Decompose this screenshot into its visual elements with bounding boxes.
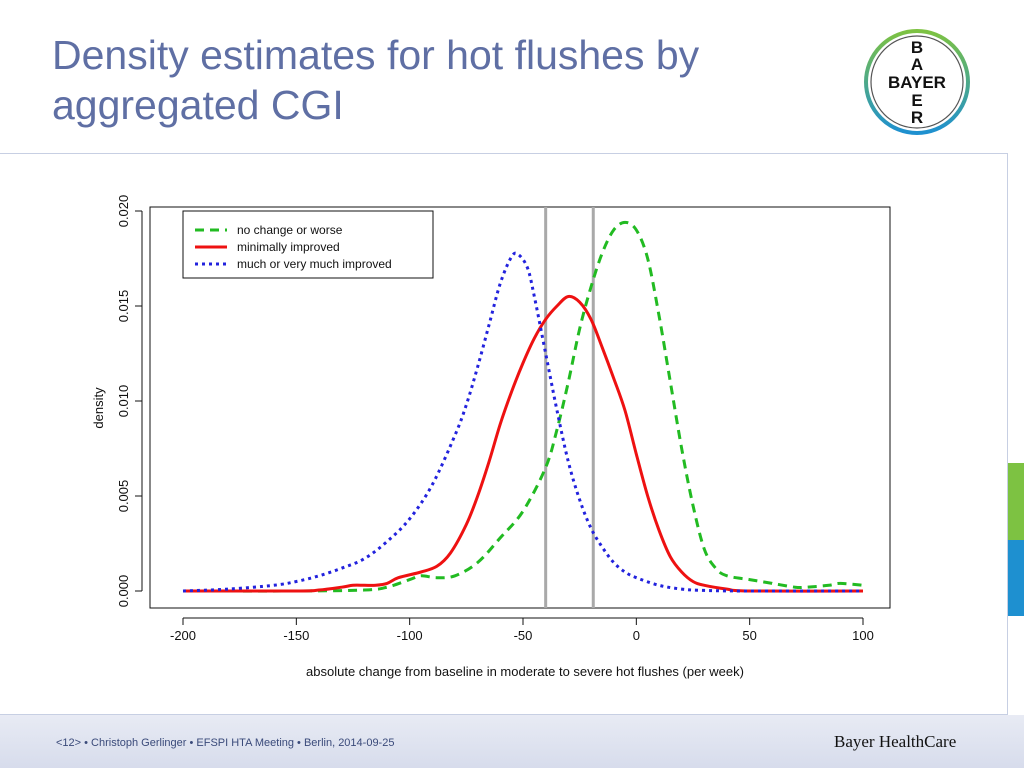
x-tick-label: 100	[852, 628, 874, 643]
x-tick-label: -100	[397, 628, 423, 643]
header-divider	[0, 153, 1008, 154]
x-tick-label: -150	[283, 628, 309, 643]
legend-label: minimally improved	[237, 240, 340, 254]
x-tick-label: 0	[633, 628, 640, 643]
logo-letter: R	[911, 108, 923, 127]
logo-letter: E	[911, 91, 922, 110]
legend-label: much or very much improved	[237, 257, 392, 271]
y-tick-label: 0.000	[116, 575, 131, 608]
y-tick-label: 0.015	[116, 290, 131, 323]
footer-brand: Bayer HealthCare	[834, 732, 957, 751]
series-line	[182, 251, 864, 593]
legend-box	[182, 210, 434, 279]
y-tick-label: 0.020	[116, 195, 131, 228]
x-tick-label: -200	[170, 628, 196, 643]
logo-letter: A	[911, 55, 923, 74]
series-line	[182, 220, 864, 593]
accent-bar-green	[1008, 463, 1024, 540]
y-axis-label: density	[91, 387, 106, 429]
plot-box	[149, 206, 891, 609]
bayer-logo: B A BAYER E R	[864, 29, 970, 135]
plot-frame	[0, 154, 1008, 715]
footer-text: <12> • Christoph Gerlinger • EFSPI HTA M…	[56, 737, 395, 749]
y-tick-label: 0.010	[116, 385, 131, 418]
logo-letter: B	[911, 38, 923, 57]
legend-label: no change or worse	[237, 223, 343, 237]
accent-bar-blue	[1008, 540, 1024, 616]
x-tick-label: 50	[742, 628, 756, 643]
x-axis-label: absolute change from baseline in moderat…	[306, 664, 744, 679]
logo-wordmark: BAYER	[888, 73, 946, 92]
footer-bar	[0, 715, 1024, 768]
slide-title: Density estimates for hot flushes by agg…	[52, 32, 700, 128]
x-tick-label: -50	[514, 628, 533, 643]
series-line	[182, 294, 864, 593]
y-tick-label: 0.005	[116, 480, 131, 513]
